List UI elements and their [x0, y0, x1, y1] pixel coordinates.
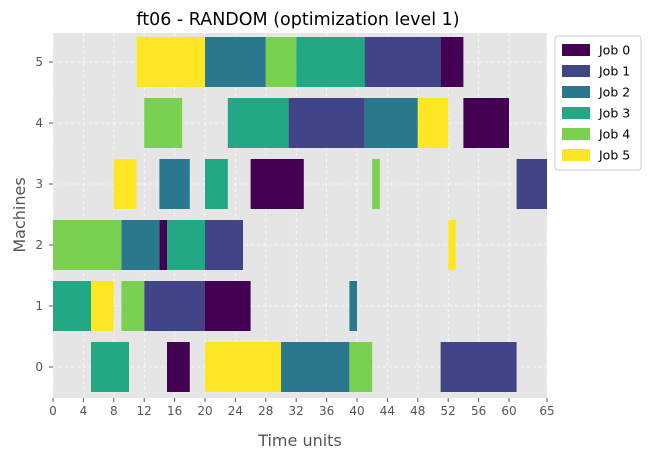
x-tick-label: 52 [441, 404, 456, 418]
task-bar [250, 159, 304, 209]
task-bar [136, 37, 205, 87]
task-bar [167, 220, 205, 270]
y-tick-label: 2 [35, 238, 43, 252]
grid-lines [52, 33, 548, 398]
legend-entry: Job 1 [598, 64, 630, 79]
legend: Job 0 Job 1 Job 2 Job 3 Job 4 Job 5 [554, 35, 642, 171]
task-bar [144, 98, 183, 148]
x-tick-label: 20 [197, 404, 212, 418]
y-tick-label: 1 [35, 299, 43, 313]
task-bar [159, 220, 167, 270]
task-bar [91, 342, 129, 392]
task-bar [205, 159, 228, 209]
task-bar [349, 281, 357, 331]
legend-swatch [562, 65, 590, 77]
task-bar [440, 37, 464, 87]
x-tick-labels: 0 4 8 12 16 20 24 28 32 36 40 44 48 52 56 60 65 [49, 398, 555, 418]
task-bar [205, 37, 266, 87]
task-bar [167, 342, 190, 392]
task-bar [205, 220, 243, 270]
task-bar [121, 281, 145, 331]
x-tick-label: 16 [167, 404, 182, 418]
x-tick-label: 60 [501, 404, 516, 418]
legend-swatch [562, 86, 590, 98]
task-bar [448, 220, 456, 270]
task-bar [364, 98, 418, 148]
task-bar [53, 220, 122, 270]
x-tick-label: 40 [349, 404, 364, 418]
task-bar [288, 98, 365, 148]
x-tick-label: 24 [228, 404, 243, 418]
task-bar [205, 342, 281, 392]
y-tick-label: 0 [35, 360, 43, 374]
legend-swatch [562, 44, 590, 56]
task-bar [121, 220, 160, 270]
task-bar [372, 159, 380, 209]
legend-entry: Job 4 [598, 127, 630, 142]
x-tick-label: 8 [110, 404, 118, 418]
chart-title: ft06 - RANDOM (optimization level 1) [136, 10, 459, 30]
x-axis-label: Time units [257, 431, 342, 450]
x-tick-label: 36 [319, 404, 334, 418]
task-bar [463, 98, 509, 148]
task-bar [364, 37, 441, 87]
bars-group [53, 37, 547, 392]
x-tick-label: 44 [380, 404, 395, 418]
task-bar [53, 281, 91, 331]
task-bar [159, 159, 190, 209]
y-tick-label: 3 [35, 177, 43, 191]
task-bar [113, 159, 137, 209]
task-bar [440, 342, 517, 392]
y-tick-label: 5 [35, 55, 43, 69]
x-tick-label: 32 [289, 404, 304, 418]
legend-entry: Job 0 [598, 43, 630, 58]
y-tick-label: 4 [35, 116, 43, 130]
legend-swatch [562, 128, 590, 140]
legend-entry: Job 5 [598, 148, 630, 163]
x-tick-label: 0 [49, 404, 57, 418]
task-bar [227, 98, 289, 148]
task-bar [91, 281, 114, 331]
x-tick-label: 56 [471, 404, 486, 418]
y-tick-labels: 0 1 2 3 4 5 [35, 55, 53, 374]
legend-swatch [562, 107, 590, 119]
task-bar [265, 37, 297, 87]
x-tick-label: 65 [539, 404, 554, 418]
task-bar [417, 98, 449, 148]
x-tick-label: 12 [137, 404, 152, 418]
y-axis-label: Machines [10, 177, 29, 252]
legend-entry: Job 2 [598, 85, 630, 100]
x-tick-label: 4 [80, 404, 88, 418]
task-bar [281, 342, 350, 392]
task-bar [205, 281, 251, 331]
legend-entry: Job 3 [598, 106, 630, 121]
x-tick-label: 28 [258, 404, 273, 418]
x-tick-label: 48 [410, 404, 425, 418]
task-bar [296, 37, 365, 87]
task-bar [144, 281, 205, 331]
plot-area [53, 33, 547, 398]
task-bar [349, 342, 373, 392]
legend-swatch [562, 149, 590, 161]
task-bar [516, 159, 547, 209]
